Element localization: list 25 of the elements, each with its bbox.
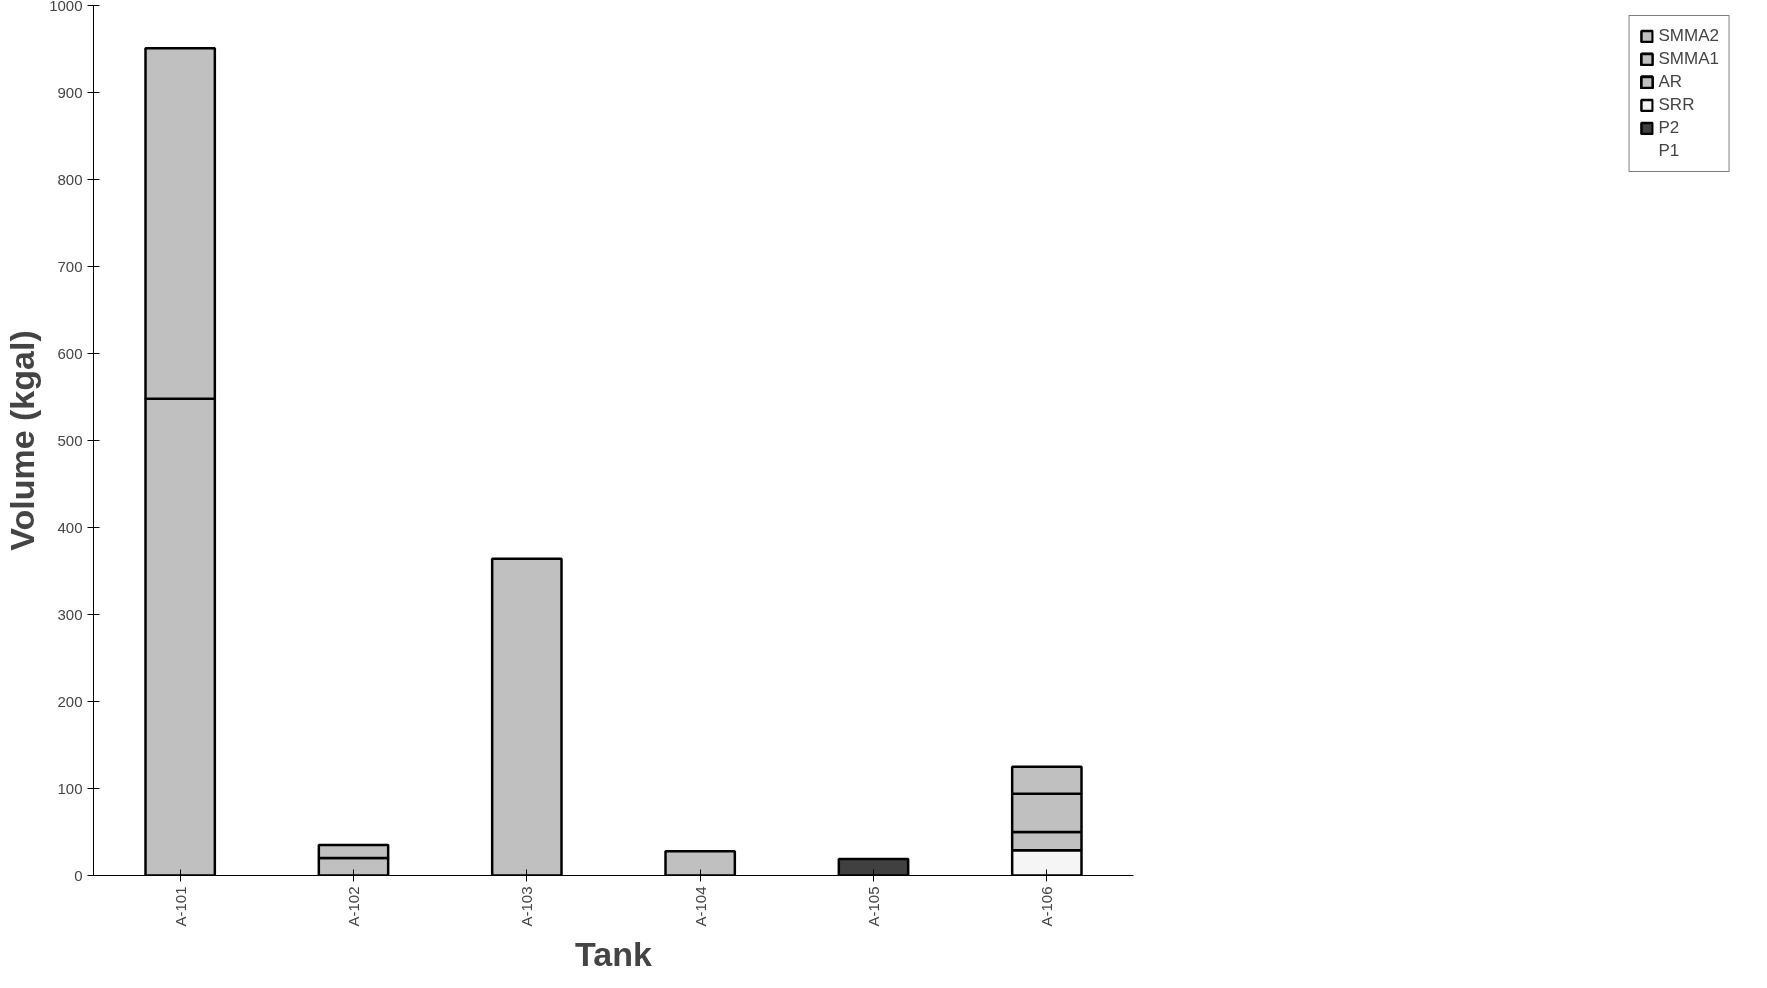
x-tick-label: A-105 [865,886,882,927]
legend-label: SMMA2 [1658,26,1719,46]
y-tick-label: 500 [57,431,83,449]
x-tick-label: A-104 [691,886,709,927]
x-tick-label: A-103 [518,886,536,927]
y-axis-title: Volume (kgal) [3,330,42,551]
y-tick-label: 0 [74,866,83,884]
y-tick-label: 200 [57,692,83,710]
y-tick-label: 300 [57,605,83,623]
y-tick-label: 100 [57,779,83,797]
legend-label: SRR [1658,95,1695,115]
x-tick-label: A-101 [171,886,189,927]
x-tick-label: A-106 [1038,886,1056,927]
y-tick-label: 900 [57,83,83,101]
y-tick-label: 600 [57,344,83,362]
legend-label: AR [1658,72,1683,92]
y-tick-label: 1000 [49,0,83,14]
x-axis-title: Tank [575,934,653,973]
x-tick-label: A-102 [345,886,362,927]
legend-label: P2 [1658,118,1680,138]
y-tick-label: 800 [57,170,83,188]
y-tick-label: 400 [57,518,83,536]
legend-label: P1 [1658,141,1680,161]
legend-label: SMMA1 [1658,49,1719,69]
y-tick-label: 700 [57,257,83,275]
